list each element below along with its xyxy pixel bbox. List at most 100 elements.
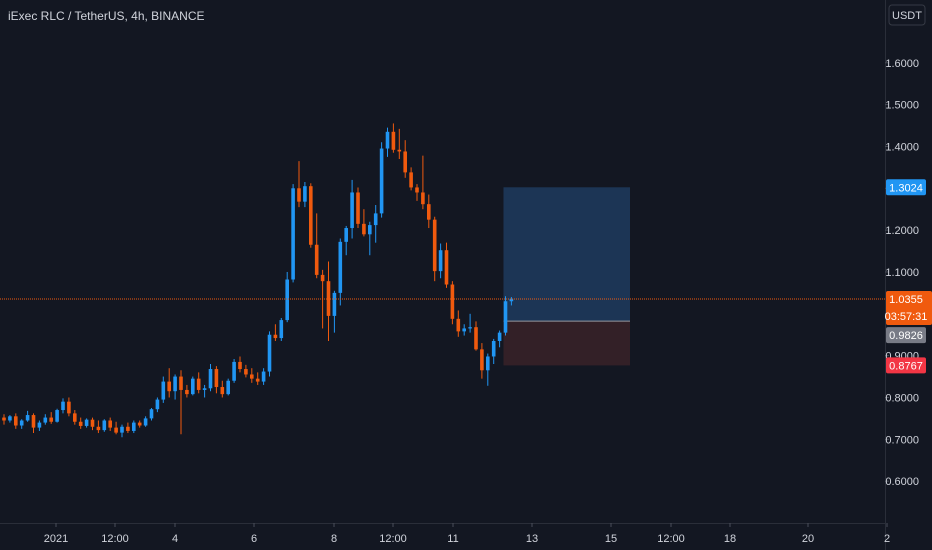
candle <box>114 421 118 435</box>
position-tool[interactable] <box>503 187 631 366</box>
candle-body <box>468 327 472 329</box>
candle-body <box>303 186 307 202</box>
time-tick-label: 15 <box>605 533 617 545</box>
target-price-tag: 1.3024 <box>886 179 926 196</box>
candle-body <box>474 327 478 350</box>
candle <box>78 417 83 429</box>
candle-body <box>43 417 48 423</box>
candle <box>126 422 130 434</box>
candle-body <box>67 401 71 414</box>
candle <box>167 368 171 398</box>
candle <box>202 384 207 398</box>
price-tick-label: 1.5000 <box>885 100 919 112</box>
candle <box>173 374 177 400</box>
candle-body <box>338 241 343 293</box>
candle <box>102 419 107 432</box>
candle <box>49 412 53 424</box>
candle-body <box>397 149 402 152</box>
candle-body <box>244 369 248 375</box>
candle <box>279 317 284 341</box>
candle-body <box>261 371 266 382</box>
candle-body <box>120 426 124 433</box>
loss-zone[interactable] <box>503 321 631 366</box>
candle <box>285 271 289 323</box>
candle <box>19 419 24 429</box>
candle-body <box>456 318 461 332</box>
price-tick-label: 0.6000 <box>885 476 919 488</box>
candle-body <box>161 381 166 400</box>
last-price-tag: 1.0355 03:57:31 <box>885 290 932 325</box>
candle <box>267 331 272 377</box>
candle <box>232 358 236 383</box>
candle-body <box>84 419 89 426</box>
candle <box>368 221 372 256</box>
candle-body <box>196 378 201 390</box>
price-tick-label: 1.2000 <box>885 225 919 237</box>
candle <box>84 418 89 428</box>
candle <box>37 420 42 431</box>
price-tags: 1.3024 1.0355 03:57:31 0.9826 0.8767 <box>885 179 932 374</box>
candle-body <box>149 409 154 419</box>
candle-body <box>208 369 213 389</box>
time-tick-label: 20 <box>802 533 814 545</box>
candle-body <box>273 334 278 339</box>
price-tick-label: 1.4000 <box>885 141 919 153</box>
candle-body <box>126 426 130 431</box>
candle-body <box>102 420 107 431</box>
candle <box>255 372 260 385</box>
candle-body <box>279 320 284 339</box>
candle <box>332 290 337 333</box>
candle <box>14 413 18 429</box>
candle-body <box>108 420 112 428</box>
currency-tag[interactable]: USDT <box>888 4 926 26</box>
candle <box>132 420 136 434</box>
time-tick-label: 6 <box>251 533 257 545</box>
time-axis[interactable]: 2021 12:00 4 6 8 12:00 11 13 15 12:00 18 20 2 <box>44 523 890 545</box>
candle <box>314 213 319 279</box>
candle <box>362 209 366 237</box>
candle-body <box>14 416 18 426</box>
candle <box>155 397 160 413</box>
candle <box>273 324 278 341</box>
candle <box>208 364 213 392</box>
candle-body <box>403 151 407 173</box>
candle-body <box>291 188 295 280</box>
candle-body <box>497 332 502 341</box>
candle <box>486 353 490 386</box>
candle-body <box>450 284 455 319</box>
candle <box>31 413 36 434</box>
candle-body <box>344 228 348 242</box>
candle-body <box>90 419 95 427</box>
candle <box>450 281 455 325</box>
candle <box>297 161 301 208</box>
countdown-text: 03:57:31 <box>885 311 928 323</box>
candle <box>73 410 77 425</box>
candle-body <box>8 416 12 421</box>
candle-body <box>96 426 101 431</box>
candle <box>161 376 166 403</box>
candle <box>55 408 59 423</box>
candle <box>391 123 396 153</box>
candle <box>409 167 413 191</box>
candle-body <box>61 401 65 411</box>
price-tick-label: 1.6000 <box>885 58 919 70</box>
candle <box>25 410 30 422</box>
candle-body <box>73 413 77 422</box>
candle-body <box>297 188 301 202</box>
candle-body <box>356 192 360 224</box>
profit-zone[interactable] <box>503 187 631 322</box>
candle-body <box>232 361 236 381</box>
candle <box>61 398 65 414</box>
candle <box>137 420 142 428</box>
candle <box>480 343 484 379</box>
candle-body <box>320 274 325 282</box>
candle <box>149 407 154 421</box>
candle <box>43 414 48 425</box>
candle <box>444 242 449 288</box>
candle-body <box>503 301 508 333</box>
candle <box>397 128 402 159</box>
candle-body <box>25 415 30 421</box>
